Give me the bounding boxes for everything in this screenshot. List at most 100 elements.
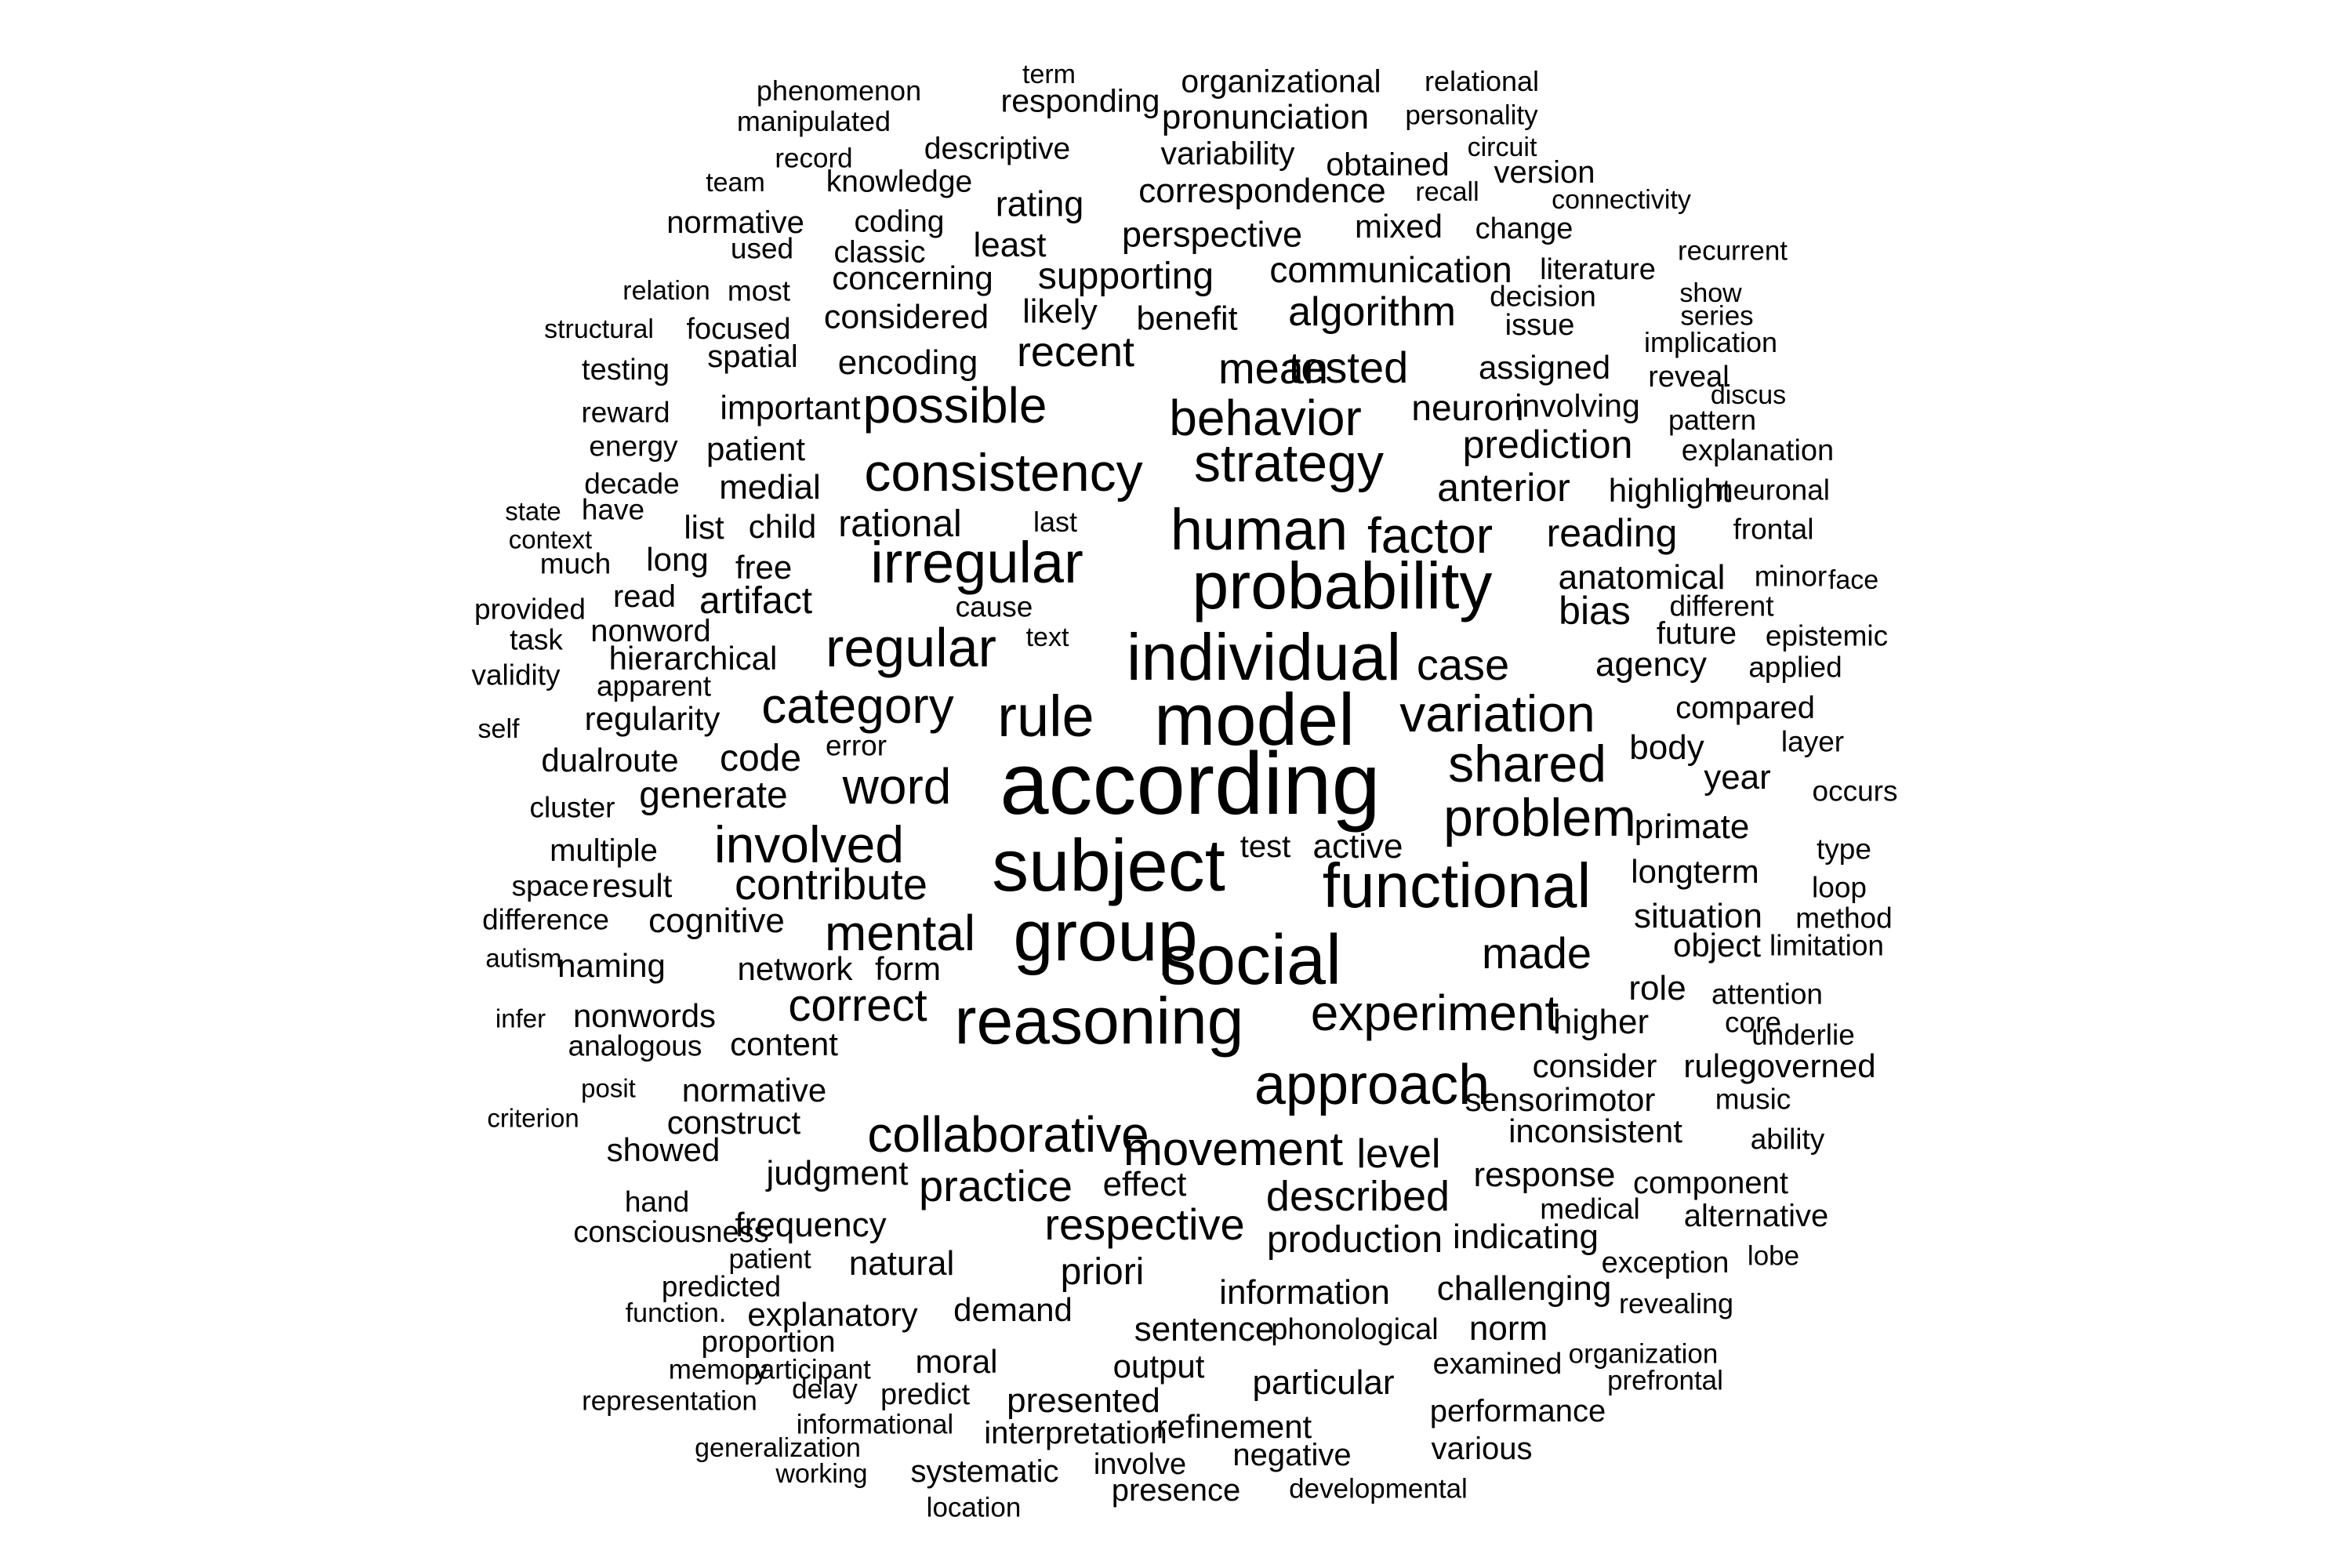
cloud-word: challenging: [1436, 1269, 1612, 1308]
cloud-word: delay: [792, 1374, 858, 1405]
cloud-word: situation: [1634, 897, 1762, 935]
cloud-word: used: [730, 232, 794, 265]
cloud-word: involved: [713, 815, 905, 873]
cloud-word: layer: [1780, 725, 1845, 758]
cloud-word: experiment: [1310, 985, 1559, 1041]
cloud-word: reward: [581, 396, 670, 429]
cloud-word: rulegoverned: [1683, 1047, 1876, 1084]
cloud-word: long: [646, 541, 709, 578]
cloud-word: version: [1494, 155, 1595, 190]
cloud-word: moral: [915, 1343, 998, 1380]
cloud-word: presented: [1007, 1381, 1160, 1420]
cloud-word: pronunciation: [1161, 98, 1370, 136]
cloud-word: decision: [1490, 280, 1596, 313]
cloud-word: supporting: [1037, 256, 1214, 297]
cloud-word: revealing: [1618, 1287, 1734, 1319]
cloud-word: correspondence: [1138, 172, 1386, 210]
cloud-word: presence: [1111, 1473, 1241, 1508]
cloud-word: list: [684, 509, 724, 546]
cloud-word: body: [1629, 728, 1704, 767]
cloud-word: lobe: [1747, 1240, 1800, 1272]
cloud-word: epistemic: [1765, 619, 1889, 652]
cloud-word: sensorimotor: [1465, 1081, 1656, 1118]
cloud-word: multiple: [550, 833, 658, 868]
cloud-word: role: [1628, 969, 1686, 1007]
cloud-word: literature: [1540, 253, 1656, 286]
cloud-word: apparent: [596, 670, 712, 702]
cloud-word: probability: [1192, 549, 1493, 622]
cloud-word: least: [973, 226, 1047, 264]
cloud-word: nonword: [590, 614, 711, 648]
cloud-word: problem: [1443, 788, 1636, 848]
cloud-word: dualroute: [541, 742, 679, 779]
cloud-word: information: [1219, 1273, 1390, 1312]
cloud-word: proportion: [701, 1326, 836, 1359]
cloud-word: have: [581, 493, 645, 526]
cloud-word: last: [1033, 506, 1078, 538]
cloud-word: made: [1481, 928, 1592, 978]
cloud-word: anatomical: [1558, 558, 1726, 597]
cloud-word: bias: [1559, 589, 1631, 633]
cloud-word: term: [1022, 60, 1076, 89]
cloud-word: participant: [744, 1354, 871, 1385]
cloud-word: normative: [666, 205, 804, 240]
cloud-word: regular: [826, 617, 996, 678]
cloud-word: record: [775, 143, 853, 174]
cloud-word: negative: [1232, 1438, 1352, 1472]
cloud-word: important: [720, 389, 861, 427]
cloud-word: human: [1170, 497, 1348, 562]
cloud-word: face: [1828, 565, 1879, 595]
cloud-word: longterm: [1631, 853, 1759, 890]
cloud-word: mixed: [1354, 208, 1443, 245]
cloud-word: tested: [1288, 343, 1409, 392]
cloud-word: loop: [1812, 871, 1867, 904]
cloud-word: difference: [482, 903, 609, 936]
cloud-word: pattern: [1668, 404, 1757, 436]
cloud-word: examined: [1432, 1348, 1563, 1381]
cloud-word: assigned: [1478, 349, 1611, 386]
cloud-word: neuron: [1411, 387, 1524, 428]
cloud-word: judgment: [766, 1154, 909, 1192]
cloud-word: organizational: [1181, 63, 1381, 100]
cloud-word: phonological: [1271, 1313, 1439, 1346]
cloud-word: developmental: [1289, 1473, 1468, 1504]
cloud-word: agency: [1595, 645, 1707, 684]
cloud-word: rational: [838, 503, 962, 545]
cloud-word: response: [1473, 1156, 1616, 1194]
cloud-word: consciousness: [573, 1216, 769, 1249]
cloud-word: hand: [624, 1185, 690, 1218]
cloud-word: music: [1715, 1083, 1791, 1116]
cloud-word: indicating: [1453, 1218, 1599, 1256]
cloud-word: patient: [706, 430, 806, 467]
cloud-word: working: [775, 1459, 868, 1489]
cloud-word: variability: [1160, 135, 1295, 172]
cloud-word: hierarchical: [608, 640, 778, 677]
cloud-word: rating: [995, 183, 1084, 224]
cloud-word: patient: [728, 1243, 811, 1275]
cloud-word: highlight: [1608, 472, 1732, 509]
cloud-word: interpretation: [984, 1416, 1167, 1450]
cloud-word: construct: [666, 1104, 801, 1141]
cloud-word: according: [1000, 735, 1381, 833]
cloud-word: classic: [833, 235, 926, 270]
cloud-word: reveal: [1648, 361, 1730, 394]
cloud-word: phenomenon: [756, 74, 922, 107]
cloud-word: recurrent: [1677, 235, 1788, 267]
cloud-word: team: [706, 168, 765, 198]
cloud-word: focused: [686, 313, 791, 346]
cloud-word: level: [1356, 1131, 1441, 1177]
cloud-word: code: [719, 738, 802, 779]
cloud-word: recent: [1016, 328, 1135, 376]
cloud-word: systematic: [910, 1454, 1059, 1489]
cloud-word: algorithm: [1288, 289, 1456, 335]
cloud-word: cluster: [529, 791, 615, 824]
cloud-word: relational: [1424, 65, 1540, 97]
cloud-word: strategy: [1194, 434, 1384, 493]
cloud-word: production: [1266, 1219, 1443, 1261]
cloud-word: organization: [1568, 1338, 1719, 1370]
cloud-word: benefit: [1136, 299, 1238, 338]
cloud-word: inconsistent: [1508, 1112, 1682, 1149]
cloud-word: predicted: [661, 1270, 782, 1303]
cloud-word: structural: [544, 314, 654, 344]
